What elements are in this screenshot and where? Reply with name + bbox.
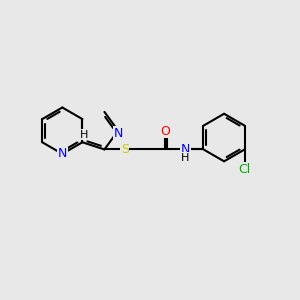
Text: N: N [181, 143, 190, 156]
Text: S: S [121, 143, 129, 156]
Text: H: H [80, 130, 88, 140]
Text: N: N [114, 127, 123, 140]
Text: H: H [181, 153, 190, 163]
Text: N: N [58, 147, 67, 161]
Text: Cl: Cl [238, 163, 251, 176]
Text: O: O [160, 124, 170, 137]
